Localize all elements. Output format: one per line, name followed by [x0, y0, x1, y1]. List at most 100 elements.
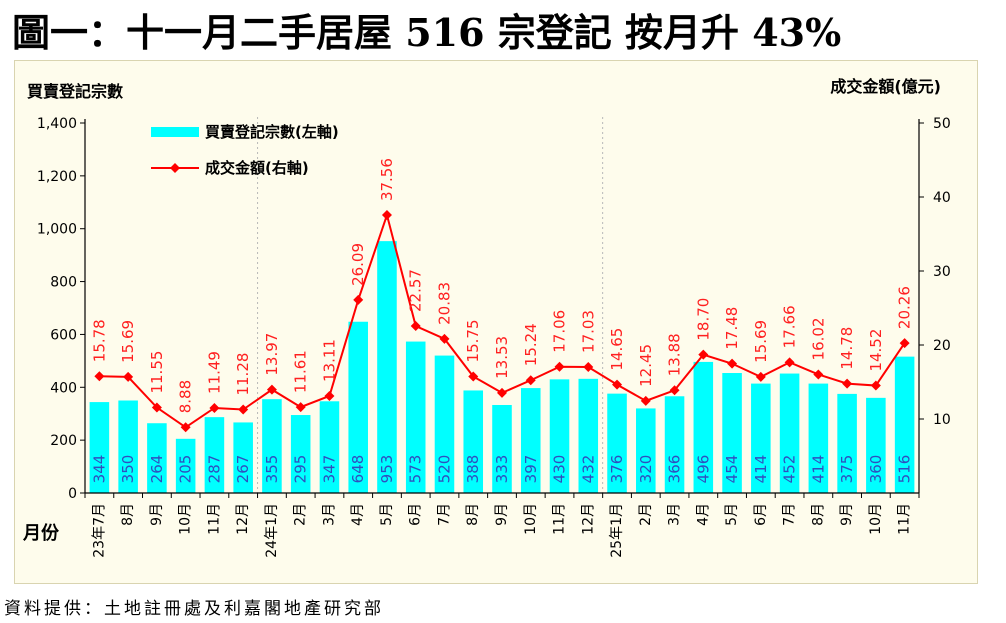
- bar: [722, 373, 742, 493]
- bar-value-label: 414: [809, 455, 827, 484]
- line-value-label: 22.57: [407, 269, 425, 312]
- x-tick-label: 9月: [494, 503, 510, 526]
- line-marker: [151, 402, 162, 413]
- x-tick-label: 4月: [695, 503, 711, 526]
- line-marker: [353, 294, 364, 305]
- x-tick-label: 2月: [638, 503, 654, 526]
- line-marker: [123, 371, 134, 382]
- left-tick-label: 1,400: [37, 116, 77, 132]
- x-axis-ticks: 23年7月 8月 9月 10月 11月 12月 24年1月 2月 3月 4月 5月 6月 7月 8月 9月 1…: [84, 493, 920, 558]
- x-tick-label: 2月: [293, 503, 309, 526]
- x-tick-label: 9月: [149, 503, 165, 526]
- source-credit: 資料提供：土地註冊處及利嘉閣地產研究部: [4, 599, 384, 619]
- line-value-label: 11.55: [148, 351, 166, 394]
- x-tick-label: 8月: [120, 503, 136, 526]
- bar: [664, 396, 685, 493]
- x-tick-label: 3月: [321, 503, 337, 526]
- bar: [751, 383, 771, 493]
- x-tick-label: 10月: [523, 503, 539, 535]
- legend-line-label: 成交金額(右軸): [205, 159, 309, 177]
- bar-value-label: 430: [551, 455, 569, 484]
- line-marker: [295, 402, 306, 413]
- bar-value-label: 347: [320, 455, 338, 484]
- bar-value-label: 366: [666, 455, 684, 484]
- bar-value-label: 350: [119, 455, 137, 484]
- line-value-label: 15.69: [752, 320, 770, 363]
- bar: [779, 373, 800, 493]
- bar-value-label: 360: [867, 455, 885, 484]
- bar-value-label: 573: [407, 455, 425, 484]
- x-tick-label: 24年1月: [264, 503, 280, 558]
- bar: [147, 423, 167, 493]
- line-value-label: 11.61: [292, 350, 310, 393]
- x-tick-label: 7月: [436, 503, 452, 526]
- line-value-label: 15.24: [522, 323, 540, 366]
- bar: [434, 355, 455, 493]
- bar: [492, 404, 512, 493]
- chart: 買賣登記宗數 成交金額(億元) 344 350 264 205 287 267 355 295…: [22, 77, 951, 558]
- line-value-label: 12.45: [637, 344, 655, 387]
- line-value-label: 13.88: [666, 333, 684, 376]
- line-value-label: 17.03: [579, 310, 597, 353]
- right-axis-title: 成交金額(億元): [830, 77, 941, 96]
- x-tick-label: 11月: [552, 503, 568, 535]
- bar: [377, 241, 397, 493]
- line-marker: [525, 375, 536, 386]
- line-marker: [755, 371, 766, 382]
- line-value-labels: 15.78 15.69 11.55 8.88 11.49 11.28 13.97 11.61 1…: [90, 158, 913, 413]
- line-value-label: 8.88: [177, 380, 195, 413]
- x-tick-label: 8月: [465, 503, 481, 526]
- bar-value-label: 388: [464, 455, 482, 484]
- line-value-label: 14.52: [867, 329, 885, 372]
- line-value-label: 20.26: [896, 286, 914, 329]
- bar: [837, 393, 857, 493]
- line-marker: [410, 320, 421, 331]
- x-tick-label: 11月: [897, 503, 913, 535]
- bar-series: [89, 241, 915, 493]
- bar: [693, 361, 714, 493]
- line-value-label: 17.06: [551, 310, 569, 353]
- line-marker: [612, 379, 623, 390]
- headline: 圖一：十一月二手居屋 516 宗登記 按月升 43%: [12, 10, 842, 55]
- bar: [175, 438, 196, 493]
- right-tick-label: 30: [933, 264, 951, 280]
- line-marker: [554, 361, 565, 372]
- line-marker: [870, 380, 881, 391]
- left-tick-label: 200: [50, 433, 77, 449]
- line-marker: [842, 378, 853, 389]
- x-tick-label: 10月: [178, 503, 194, 535]
- x-tick-label: 5月: [379, 503, 395, 526]
- bar: [118, 400, 138, 493]
- line-marker: [813, 369, 824, 380]
- legend: 買賣登記宗數(左軸) 成交金額(右軸): [151, 123, 339, 177]
- line-value-label: 13.97: [263, 333, 281, 376]
- legend-line-marker: [170, 163, 180, 173]
- bar-value-label: 320: [637, 455, 655, 484]
- right-tick-label: 40: [933, 190, 951, 206]
- bar: [89, 402, 110, 493]
- right-tick-label: 20: [933, 338, 951, 354]
- line-value-label: 15.69: [119, 320, 137, 363]
- line-marker: [784, 357, 795, 368]
- left-tick-label: 1,200: [37, 169, 77, 185]
- left-tick-label: 0: [68, 486, 77, 502]
- x-tick-label: 25年1月: [609, 503, 625, 558]
- bar: [405, 341, 426, 493]
- x-tick-label: 6月: [753, 503, 769, 526]
- bar-value-label: 397: [522, 455, 540, 484]
- line-marker: [94, 371, 105, 382]
- line-marker: [583, 361, 594, 372]
- line-marker: [899, 338, 910, 349]
- bar-value-label: 648: [349, 455, 367, 484]
- bar-value-label: 496: [694, 455, 712, 484]
- x-tick-label: 8月: [810, 503, 826, 526]
- line-marker: [238, 404, 249, 415]
- bar-value-label: 376: [608, 455, 626, 484]
- left-axis-title: 買賣登記宗數: [27, 82, 123, 101]
- left-axis-ticks: 0 200 400 600 800 1,000 1,200 1,400: [37, 116, 85, 502]
- x-axis-title: 月份: [22, 522, 60, 544]
- right-tick-label: 10: [933, 412, 951, 428]
- bar: [463, 390, 484, 493]
- x-tick-label: 12月: [580, 503, 596, 535]
- bar: [866, 397, 886, 493]
